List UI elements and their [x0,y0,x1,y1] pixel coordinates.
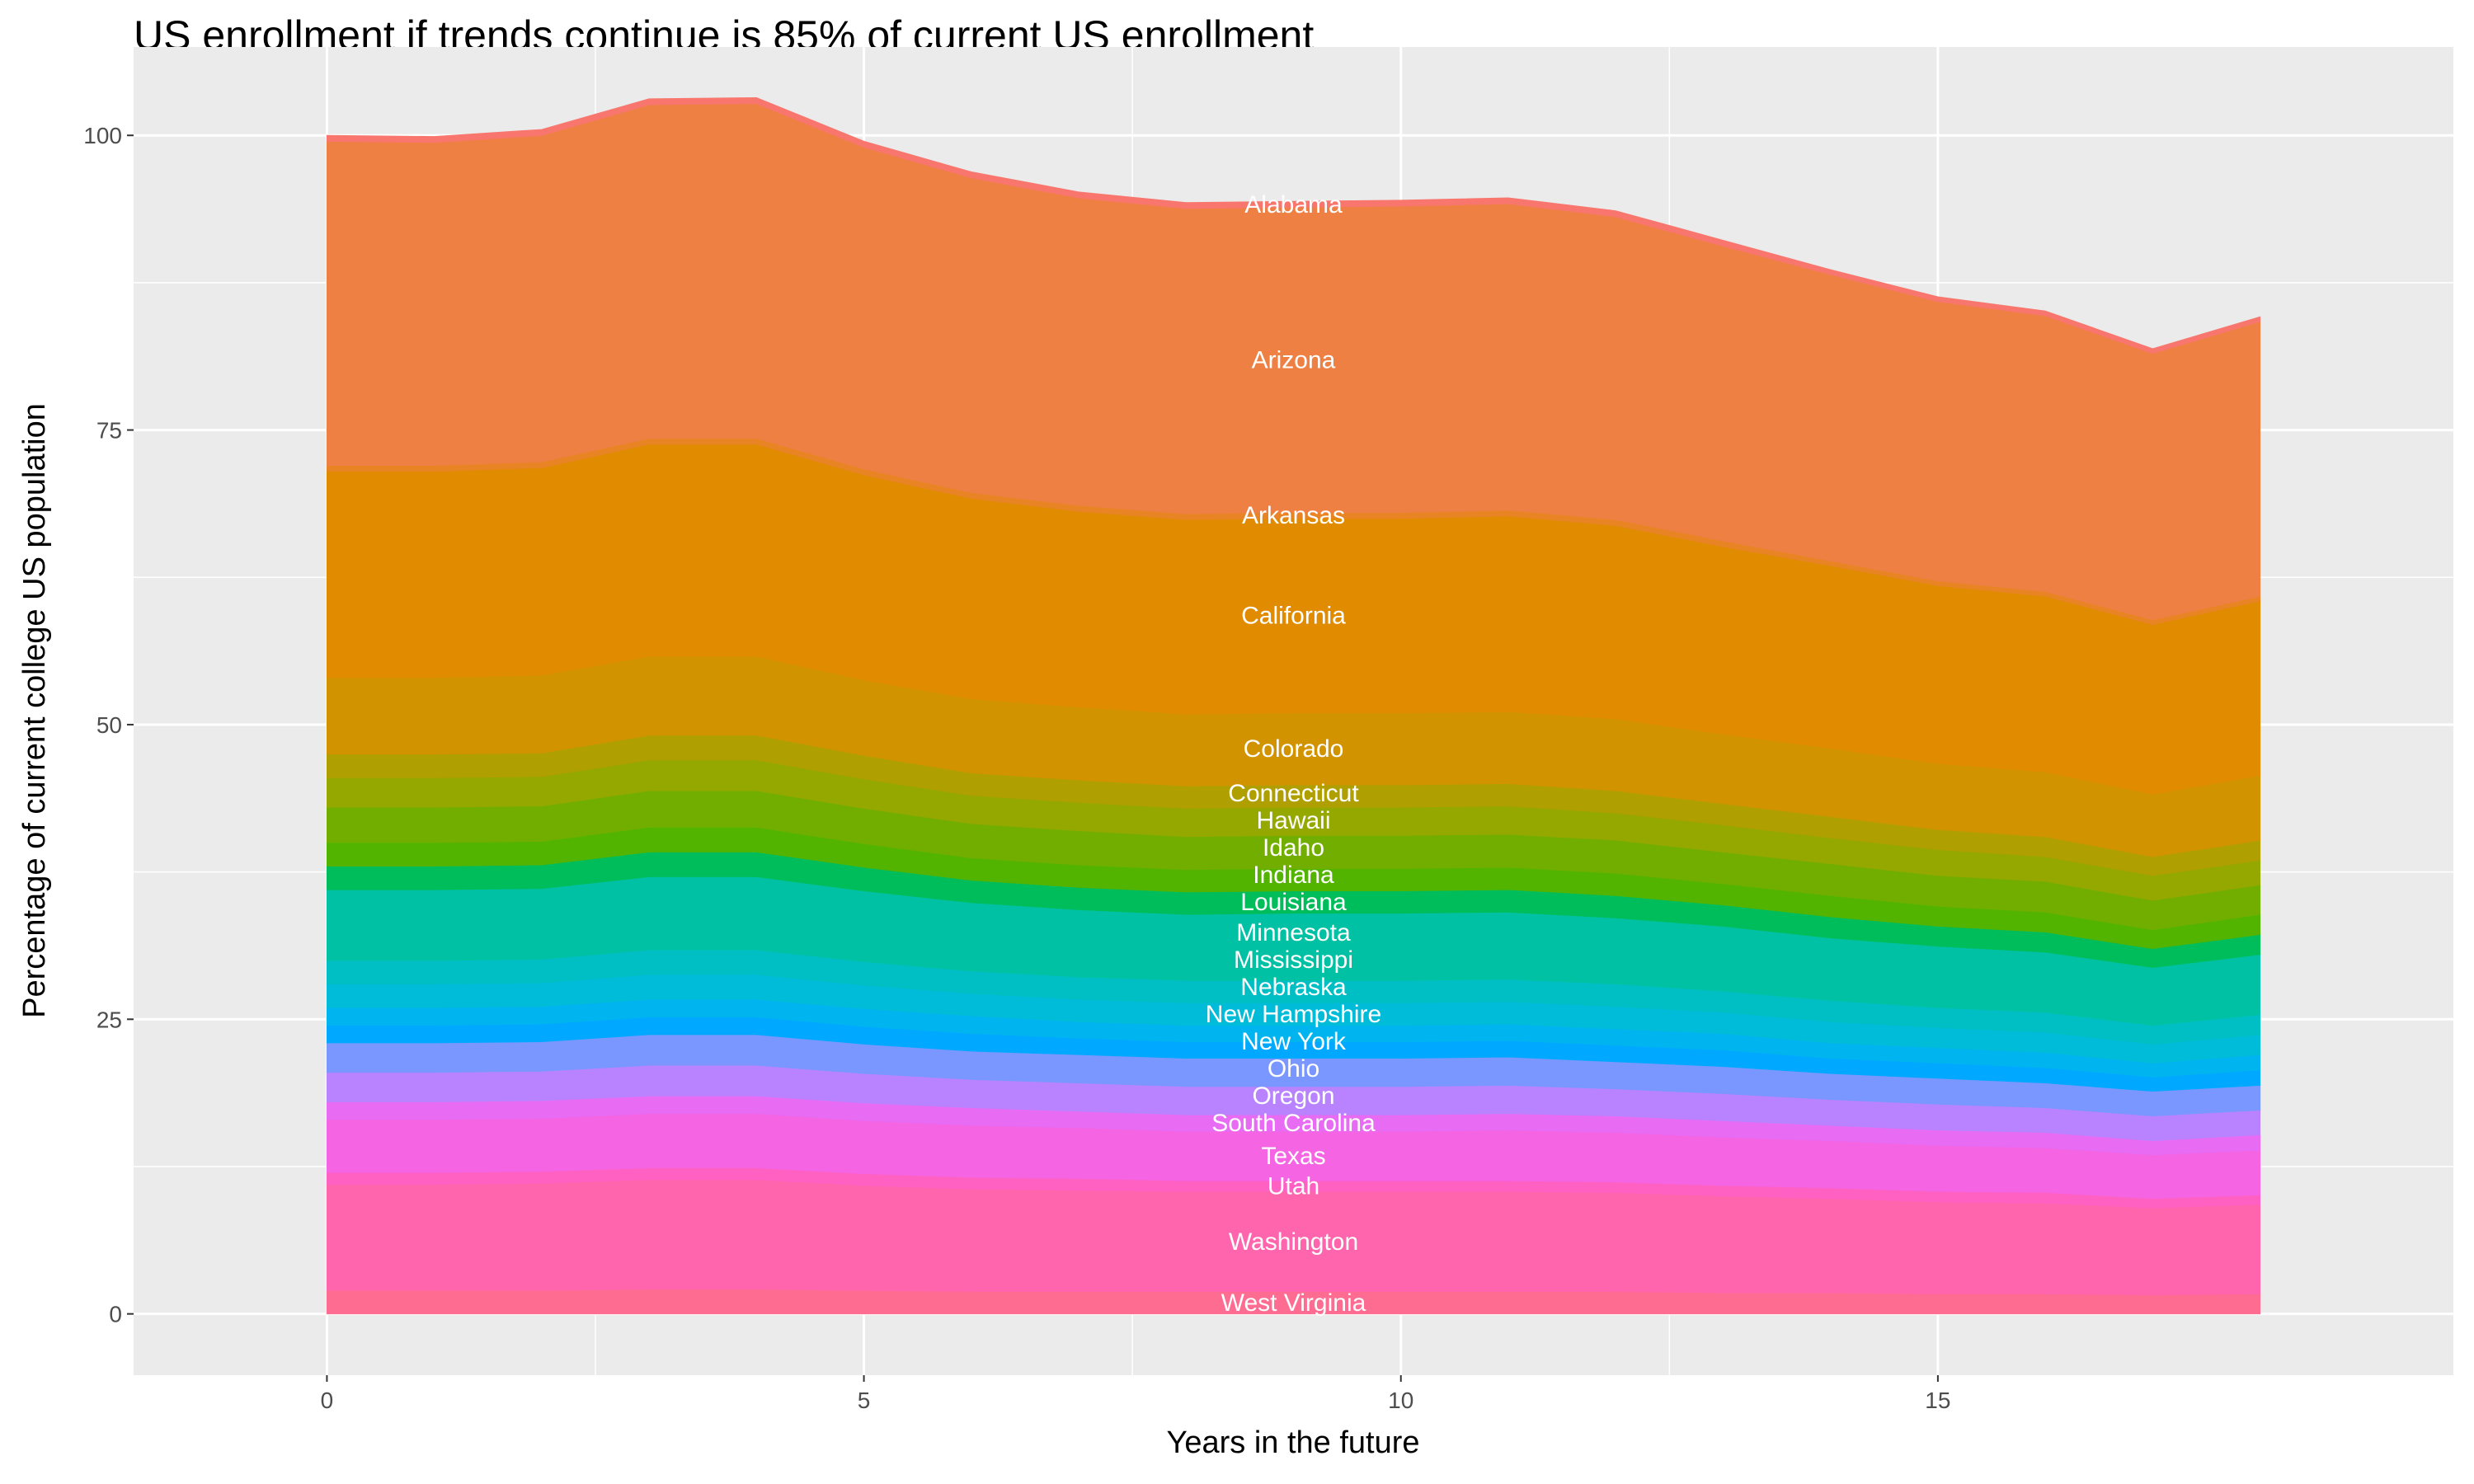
band-label: Hawaii [1256,807,1330,834]
band-label: Alabama [1244,191,1343,218]
band-label: Louisiana [1240,889,1347,916]
x-tick-label: 15 [1925,1388,1950,1413]
band-label: West Virginia [1221,1289,1366,1317]
band-label: Minnesota [1236,919,1351,946]
band-label: California [1241,603,1346,630]
band-label: Texas [1261,1143,1325,1170]
band-label: Nebraska [1240,974,1347,1001]
area-alabama [326,96,2261,355]
band-label: Colorado [1244,735,1344,763]
band-label: Idaho [1263,834,1324,862]
band-label: New York [1241,1028,1347,1055]
y-tick-label: 0 [109,1302,122,1327]
band-label: Connecticut [1228,780,1359,807]
y-tick-label: 75 [96,418,122,444]
band-label: Mississippi [1234,946,1353,974]
band-labels: West Virginia Washington Utah Texas South Ca… [1206,191,1381,1317]
x-tick-label: 0 [321,1388,334,1413]
band-label: Ohio [1268,1055,1319,1082]
x-tick-label: 5 [858,1388,871,1413]
band-label: Oregon [1252,1082,1334,1110]
y-axis-title: Percentage of current college US populat… [17,403,52,1018]
band-label: Arizona [1252,347,1336,374]
band-label: Indiana [1253,862,1334,889]
axes: 0 5 10 15 0 25 50 75 100 [83,123,1950,1413]
band-label: Utah [1268,1173,1319,1200]
area-layers [326,96,2261,1315]
band-label: Washington [1229,1228,1358,1256]
band-label: Arkansas [1242,502,1345,529]
x-axis-title: Years in the future [1166,1425,1419,1460]
x-tick-label: 10 [1388,1388,1413,1413]
band-label: New Hampshire [1206,1001,1381,1028]
y-tick-label: 25 [96,1007,122,1032]
y-tick-label: 100 [83,123,122,148]
y-tick-label: 50 [96,712,122,738]
band-label: South Carolina [1211,1110,1376,1137]
